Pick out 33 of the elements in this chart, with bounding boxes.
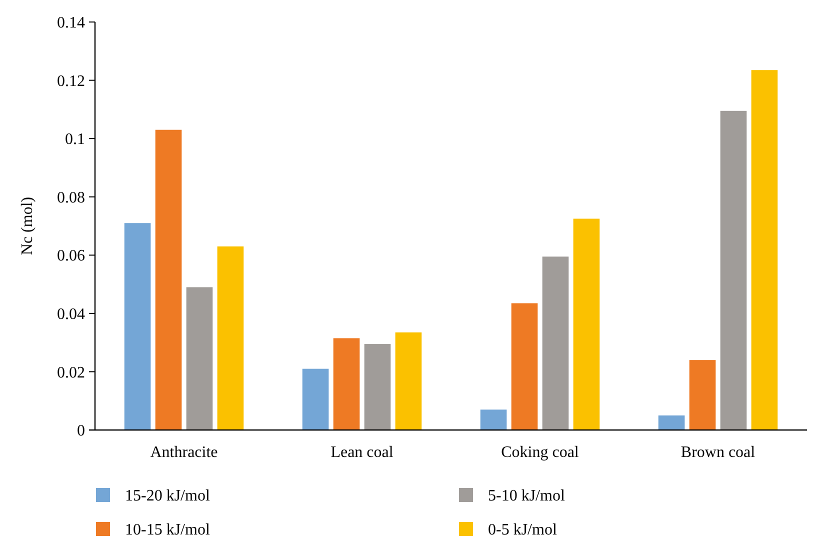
bar: [689, 360, 716, 430]
bar: [542, 256, 569, 430]
bar: [333, 338, 360, 430]
legend-label: 0-5 kJ/mol: [488, 522, 558, 539]
y-tick-label: 0.1: [65, 131, 85, 148]
y-axis-title: Nc (mol): [19, 196, 36, 256]
bar: [395, 332, 422, 430]
y-tick-label: 0.02: [57, 364, 85, 382]
y-tick-label: 0.14: [57, 14, 85, 32]
bar: [480, 410, 507, 430]
legend-label: 15-20 kJ/mol: [125, 488, 210, 505]
legend-label: 10-15 kJ/mol: [125, 522, 210, 539]
x-tick-label: Brown coal: [680, 444, 756, 461]
bar: [155, 130, 182, 430]
bar: [751, 70, 778, 430]
y-tick-label: 0.12: [57, 72, 85, 90]
y-tick-label: 0: [77, 422, 85, 440]
y-tick-label: 0.08: [57, 189, 85, 206]
y-tick-label: 0.06: [57, 248, 85, 265]
bar: [186, 287, 213, 430]
y-tick-label: 0.04: [57, 306, 85, 324]
bar: [302, 368, 329, 430]
bar: [658, 415, 685, 430]
bar: [511, 303, 538, 430]
legend-label: 5-10 kJ/mol: [488, 488, 566, 505]
x-tick-label: Lean coal: [330, 444, 394, 461]
bar: [364, 344, 391, 430]
x-tick-label: Coking coal: [501, 444, 580, 461]
bar: [720, 110, 747, 430]
bar: [217, 246, 244, 430]
bar: [124, 223, 151, 430]
bar: [573, 218, 600, 430]
x-tick-label: Anthracite: [150, 444, 218, 461]
